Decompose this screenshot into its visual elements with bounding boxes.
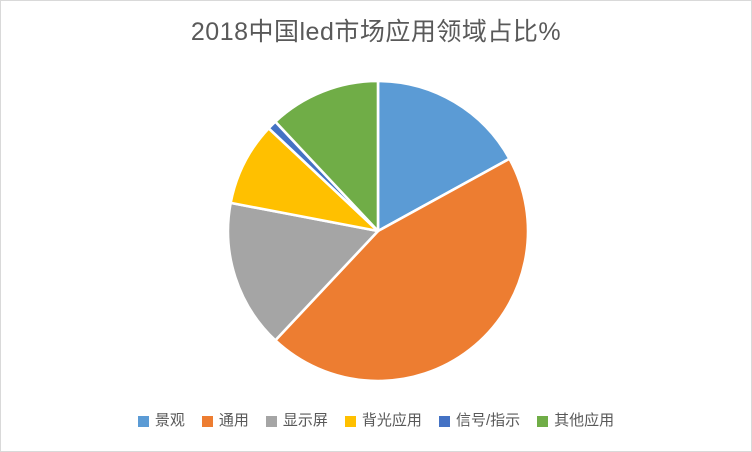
legend-item-3: 背光应用 [344, 412, 422, 430]
legend-label: 其他应用 [554, 412, 615, 429]
legend-item-1: 通用 [201, 412, 249, 430]
pie-slice-2 [226, 201, 380, 342]
pie-slice-5 [274, 79, 380, 233]
chart-legend: 景观 通用 显示屏 背光应用 信号/指示 其他应用 [1, 412, 751, 430]
legend-swatch-icon [265, 415, 277, 427]
pie-slice-0 [376, 79, 511, 233]
legend-swatch-icon [537, 415, 549, 427]
legend-label: 景观 [154, 412, 185, 429]
legend-swatch-icon [344, 415, 356, 427]
legend-item-2: 显示屏 [265, 412, 328, 430]
chart-title: 2018中国led市场应用领域占比% [190, 18, 562, 46]
legend-label: 背光应用 [361, 412, 422, 429]
legend-label: 信号/指示 [455, 412, 521, 429]
pie-slice-3 [229, 127, 380, 233]
legend-item-5: 其他应用 [537, 412, 614, 430]
legend-swatch-icon [438, 415, 450, 427]
legend-swatch-icon [137, 415, 149, 427]
legend-label: 通用 [218, 412, 249, 429]
legend-label: 显示屏 [282, 412, 328, 429]
legend-swatch-icon [201, 415, 213, 427]
legend-item-0: 景观 [137, 412, 185, 430]
pie-slice-1 [274, 157, 530, 383]
legend-item-4: 信号/指示 [438, 412, 521, 430]
